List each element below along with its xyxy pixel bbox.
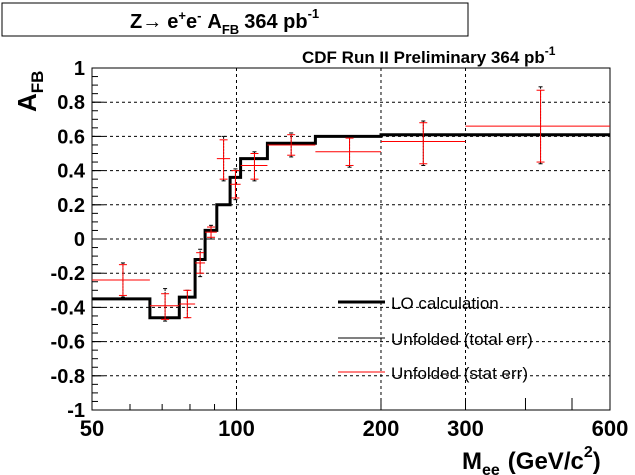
y-tick-label: -0.2: [51, 263, 85, 285]
unfolded-series: [92, 86, 610, 322]
x-tick-label: 200: [363, 416, 400, 441]
chart-title: Z→ e+e- AFB 364 pb-1: [130, 6, 319, 37]
legend: LO calculation Unfolded (total err) Unfo…: [338, 294, 533, 383]
legend-label-stat: Unfolded (stat err): [391, 364, 528, 383]
grid: [92, 68, 610, 410]
y-axis-label: AFB: [12, 71, 47, 112]
y-tick-label: 0.6: [57, 126, 85, 148]
axes: 1 0.8 0.6 0.4 0.2 0 -0.2 -0.4 -0.6 -0.8 -150 100 200…: [51, 58, 629, 441]
x-tick-label: 300: [447, 416, 484, 441]
unfolded-point: [230, 168, 241, 201]
unfolded-point: [195, 248, 206, 278]
x-axis-label: Mee (GeV/c2): [462, 444, 601, 475]
unfolded-point: [149, 288, 180, 322]
y-tick-label: 1: [74, 58, 85, 80]
unfolded-point: [179, 289, 196, 319]
y-tick-label: -1: [67, 400, 85, 422]
unfolded-point: [267, 132, 316, 158]
unfolded-point: [92, 262, 150, 298]
legend-label-lo: LO calculation: [391, 294, 499, 313]
y-tick-label: 0.2: [57, 195, 85, 217]
unfolded-point: [205, 224, 217, 240]
chart-subtitle: CDF Run II Preliminary 364 pb-1: [302, 44, 556, 67]
legend-label-total: Unfolded (total err): [391, 330, 533, 349]
title-box: [1, 2, 469, 37]
lo-calculation-line: [92, 133, 610, 320]
x-tick-label: 100: [218, 416, 255, 441]
unfolded-point: [216, 135, 231, 182]
y-tick-label: 0.4: [57, 161, 86, 183]
y-tick-label: 0: [74, 229, 85, 251]
unfolded-point: [465, 86, 610, 165]
lo-calculation-series: [92, 133, 610, 320]
y-tick-label: 0.8: [57, 92, 85, 114]
x-tick-label: 600: [592, 416, 629, 441]
x-tick-label: 50: [80, 416, 104, 441]
unfolded-point: [380, 120, 466, 166]
y-tick-label: -0.6: [51, 332, 85, 354]
unfolded-point: [240, 151, 268, 182]
y-tick-label: -0.4: [51, 297, 86, 319]
y-tick-label: -0.8: [51, 366, 85, 388]
unfolded-point: [315, 135, 381, 168]
